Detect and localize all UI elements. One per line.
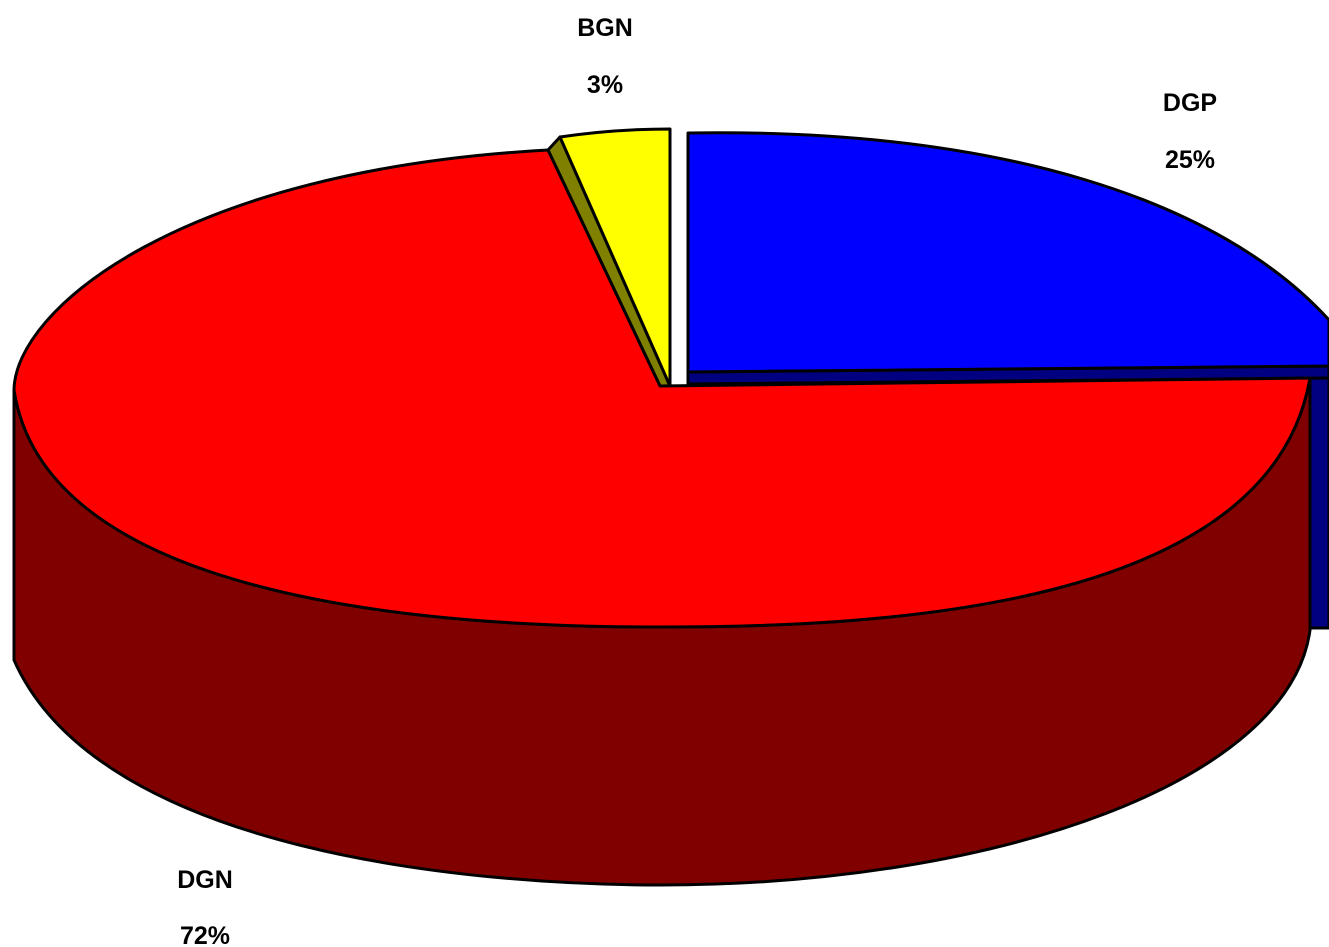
label-bgn-percent: 3% <box>587 71 623 99</box>
label-bgn: BGN <box>577 14 633 42</box>
pie-slice-dgp <box>686 131 1329 630</box>
pie-slice-dgn <box>12 148 1312 887</box>
label-dgp: DGP <box>1163 89 1217 117</box>
pie-slice-dgp-side <box>1308 364 1329 630</box>
label-dgn-percent: 72% <box>180 922 230 947</box>
pie-slice-dgn-top <box>12 148 1312 629</box>
label-dgp-percent: 25% <box>1165 146 1215 174</box>
label-dgn: DGN <box>177 866 233 894</box>
pie-slice-dgp-top <box>686 131 1329 374</box>
pie-slice-bgn-top <box>558 127 672 388</box>
pie-slice-bgn <box>546 127 672 388</box>
